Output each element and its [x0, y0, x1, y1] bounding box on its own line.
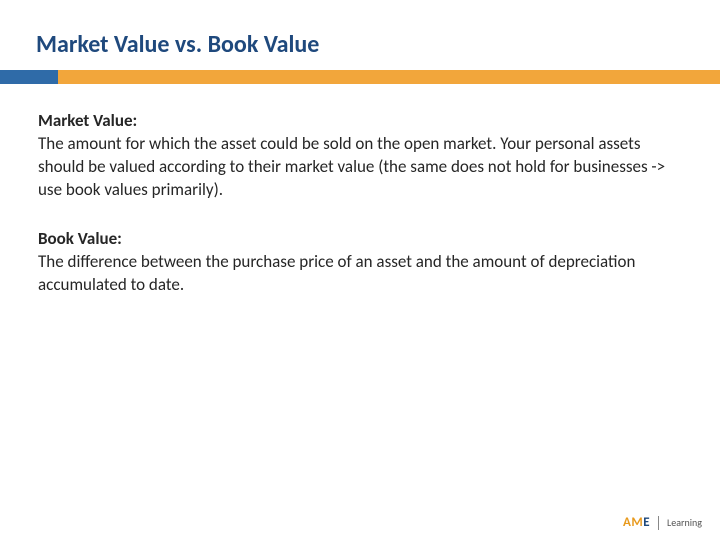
- section-market-value: Market Value: The amount for which the a…: [38, 110, 672, 202]
- accent-bar-blue: [0, 70, 58, 84]
- logo-prefix: AM: [623, 515, 643, 530]
- brand-logo: AME Learning: [623, 515, 702, 530]
- section-body: The difference between the purchase pric…: [38, 251, 672, 297]
- accent-bar-orange: [58, 70, 720, 84]
- logo-separator: [658, 516, 659, 530]
- section-body: The amount for which the asset could be …: [38, 133, 672, 202]
- accent-bar: [0, 70, 720, 84]
- page-title: Market Value vs. Book Value: [36, 30, 319, 59]
- section-book-value: Book Value: The difference between the p…: [38, 228, 672, 297]
- logo-suffix: E: [643, 515, 650, 530]
- section-heading: Book Value:: [38, 228, 672, 251]
- logo-subtext: Learning: [667, 516, 702, 529]
- content: Market Value: The amount for which the a…: [38, 110, 672, 323]
- logo-mark: AME: [623, 515, 650, 530]
- slide: Market Value vs. Book Value Market Value…: [0, 0, 720, 540]
- section-heading: Market Value:: [38, 110, 672, 133]
